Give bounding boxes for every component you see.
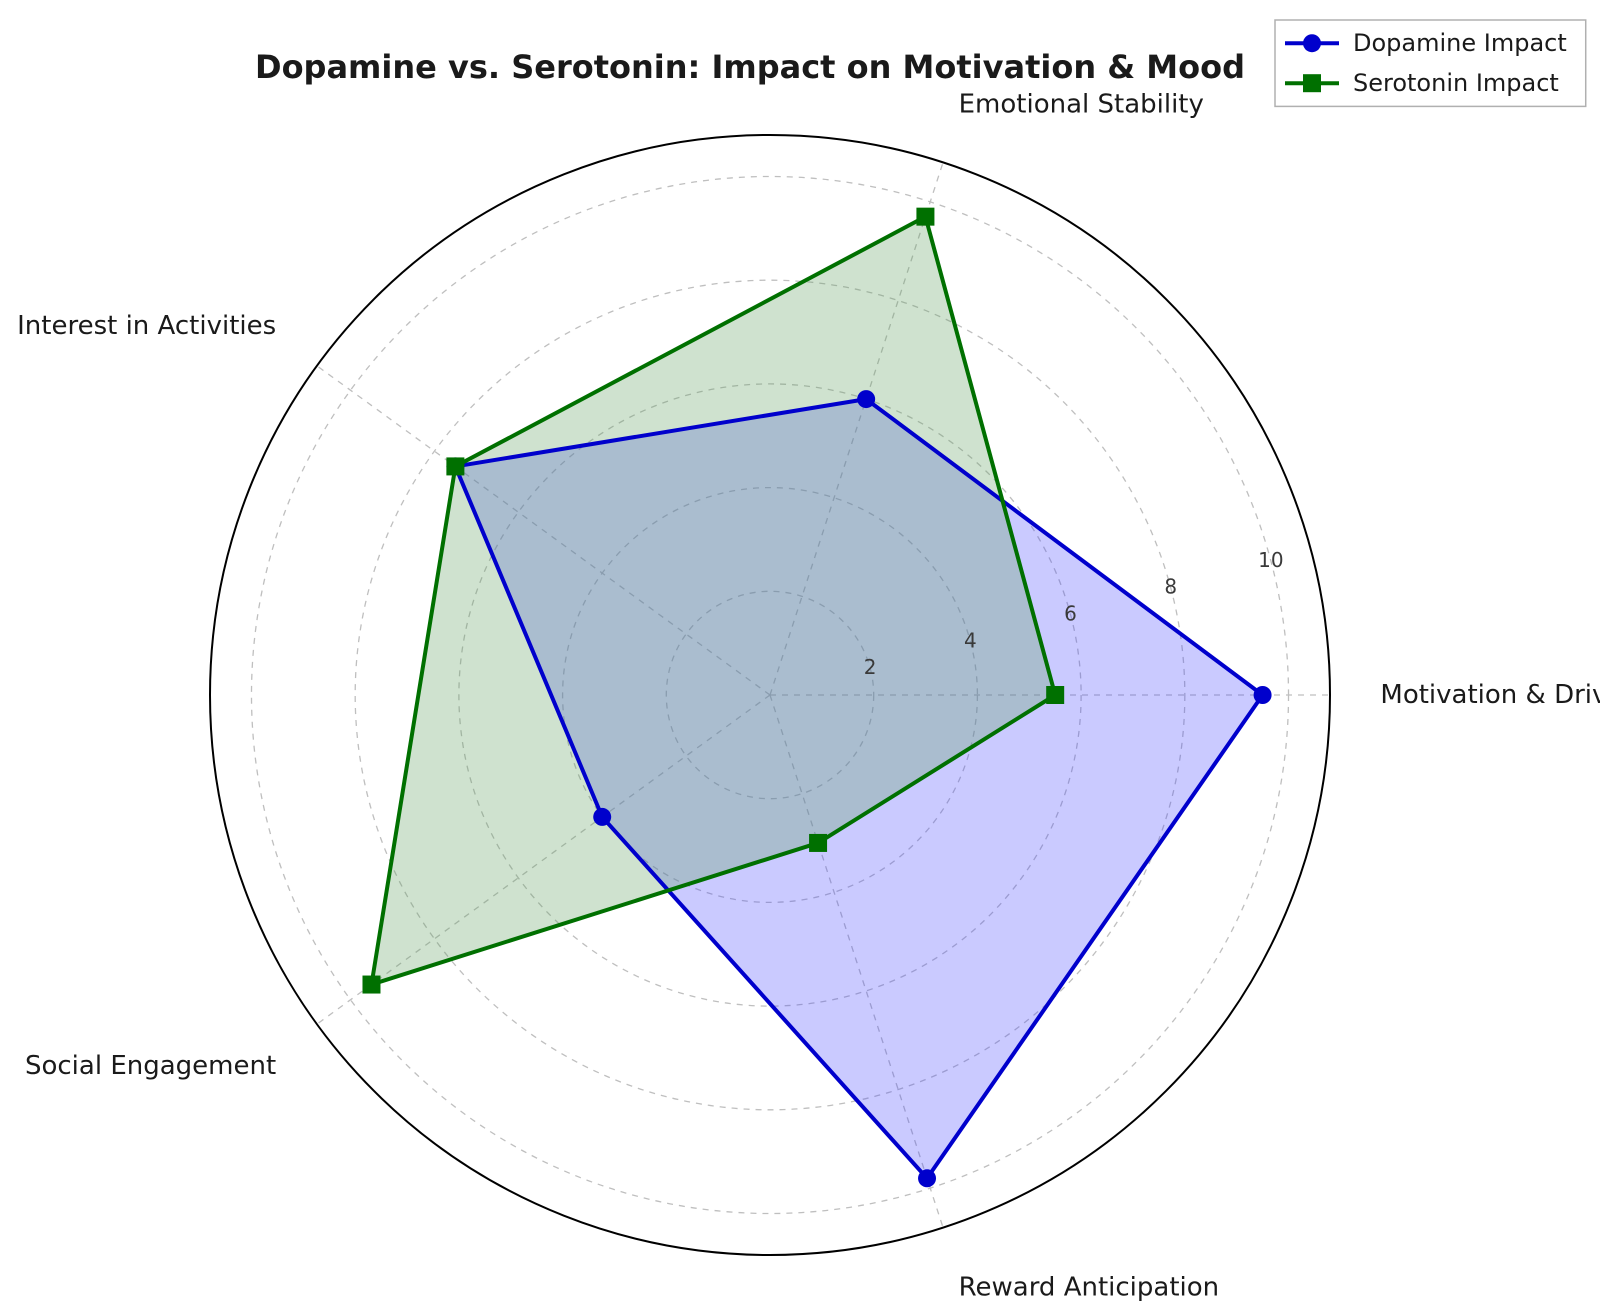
category-label: Reward Anticipation (959, 1273, 1220, 1303)
series-marker (593, 808, 611, 826)
series-marker (1046, 686, 1064, 704)
legend-label: Dopamine Impact (1353, 29, 1567, 57)
rtick-label: 2 (864, 655, 877, 679)
legend-marker (1303, 74, 1321, 92)
category-label: Interest in Activities (17, 311, 276, 341)
category-label: Emotional Stability (959, 89, 1204, 119)
rtick-label: 6 (1064, 601, 1077, 625)
rtick-label: 4 (964, 628, 977, 652)
series-marker (809, 834, 827, 852)
series-marker (916, 208, 934, 226)
series-marker (446, 457, 464, 475)
legend: Dopamine Impact Serotonin Impact (1275, 20, 1586, 106)
category-label: Social Engagement (25, 1051, 276, 1081)
category-label: Motivation & Drive (1380, 680, 1600, 710)
radar-chart: 2 4 6 8 10 Motivation & Drive Emotional Stabil… (0, 0, 1600, 1314)
rtick-label: 10 (1258, 548, 1283, 572)
series-marker (918, 1169, 936, 1187)
series-marker (1254, 686, 1272, 704)
chart-canvas: 2 4 6 8 10 Motivation & Drive Emotional Stabil… (0, 0, 1600, 1314)
rtick-label: 8 (1164, 575, 1177, 599)
legend-label: Serotonin Impact (1353, 69, 1559, 97)
chart-title: Dopamine vs. Serotonin: Impact on Motiva… (255, 48, 1245, 86)
series-marker (857, 390, 875, 408)
series-marker (362, 976, 380, 994)
legend-marker (1303, 34, 1321, 52)
